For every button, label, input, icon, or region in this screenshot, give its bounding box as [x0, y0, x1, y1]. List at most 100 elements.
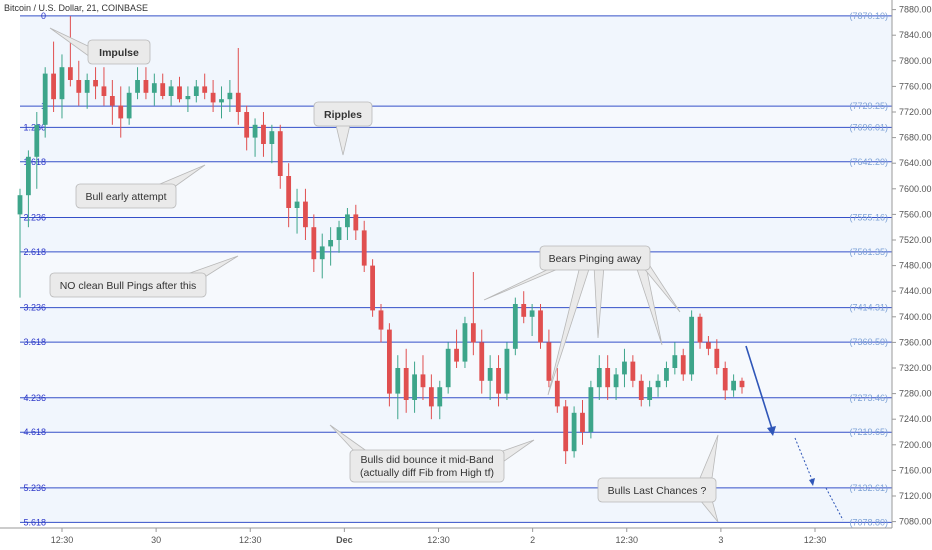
- fib-band: [20, 15, 892, 107]
- candle-body: [277, 131, 283, 176]
- fib-bands: [20, 15, 892, 523]
- candle-body: [470, 323, 476, 343]
- candle-body: [353, 214, 359, 231]
- candle-body: [596, 368, 602, 388]
- callout-no-clean[interactable]: NO clean Bull Pings after this: [49, 255, 239, 298]
- fib-level-label: 5.236: [23, 483, 46, 493]
- callout-bulls-bounce[interactable]: Bulls did bounce it mid-Band (actually d…: [329, 424, 535, 483]
- price-tick-label: 7520.00: [899, 235, 932, 245]
- price-tick-label: 7800.00: [899, 56, 932, 66]
- candle-body: [739, 380, 745, 388]
- candle-body: [580, 412, 585, 432]
- candle-body: [529, 310, 535, 317]
- fib-price-label: (7414.31): [849, 303, 888, 313]
- forecast-dotted-head-1: [809, 478, 815, 486]
- candle-body: [420, 374, 426, 388]
- candle-body: [269, 131, 275, 144]
- time-axis[interactable]: 12:30 30 12:30 Dec 12:30 2 12:30 3 12:30: [0, 527, 932, 550]
- callout-bears[interactable]: Bears Pinging away: [483, 245, 681, 396]
- callout-bull-early-text: Bull early attempt: [85, 191, 166, 203]
- annotations: Impulse Ripples Bull early attempt NO cl…: [49, 27, 844, 523]
- candle-body: [412, 374, 417, 400]
- candle-body: [546, 342, 552, 381]
- candle-body: [613, 374, 619, 388]
- fib-band: [20, 217, 892, 252]
- fib-level-label: 0: [41, 11, 46, 21]
- candle-body: [462, 323, 468, 362]
- time-tick-label: 12:30: [804, 535, 827, 545]
- price-tick-label: 7840.00: [899, 30, 932, 40]
- candle-body: [34, 124, 40, 157]
- candles: [17, 16, 745, 464]
- callout-bears-box: [539, 245, 651, 271]
- fib-level-label: 5.618: [23, 517, 46, 527]
- candle-body: [437, 387, 443, 407]
- candle-body: [622, 361, 627, 375]
- time-tick-label: 12:30: [615, 535, 638, 545]
- callout-ripples[interactable]: Ripples: [313, 101, 373, 156]
- candle-body: [252, 124, 258, 138]
- candle-body: [42, 73, 48, 125]
- fib-price-label: (7078.80): [849, 517, 888, 527]
- candle-body: [202, 86, 208, 93]
- price-tick-label: 7560.00: [899, 209, 932, 219]
- callout-bulls-bounce-text-2: (actually diff Fib from High tf): [360, 467, 494, 479]
- candle-body: [76, 80, 82, 93]
- candle-body: [454, 348, 459, 362]
- fib-price-label: (7696.01): [849, 122, 888, 132]
- candle-body: [118, 105, 124, 119]
- price-tick-label: 7240.00: [899, 414, 932, 424]
- fib-band: [20, 397, 892, 433]
- callout-ripples-box: [313, 101, 373, 127]
- candle-body: [554, 380, 560, 407]
- forecast-arrow-line: [745, 345, 774, 433]
- callout-impulse[interactable]: Impulse: [49, 27, 151, 65]
- candle-body: [51, 73, 56, 100]
- candle-body: [193, 86, 199, 96]
- candle-body: [538, 310, 543, 343]
- candle-body: [370, 265, 376, 311]
- candle-body: [328, 240, 334, 247]
- candle-body: [109, 96, 115, 106]
- price-tick-label: 7120.00: [899, 491, 932, 501]
- price-tick-label: 7160.00: [899, 465, 932, 475]
- callout-bull-early[interactable]: Bull early attempt: [75, 164, 206, 209]
- callout-ripples-text: Ripples: [324, 109, 362, 121]
- price-tick-label: 7080.00: [899, 517, 932, 527]
- candle-body: [59, 67, 65, 100]
- candle-body: [647, 387, 653, 400]
- price-tick-label: 7320.00: [899, 363, 932, 373]
- fib-price-label: (7642.20): [849, 157, 888, 167]
- fib-price-label: (7360.50): [849, 337, 888, 347]
- callout-impulse-box: [87, 39, 151, 65]
- fib-band: [20, 127, 892, 162]
- candle-body: [244, 112, 250, 138]
- chart-title: Bitcoin / U.S. Dollar, 21, COINBASE: [4, 3, 148, 13]
- candle-body: [67, 67, 73, 80]
- candle-body: [378, 310, 384, 330]
- time-tick-label: 12:30: [51, 535, 74, 545]
- fib-level-label: 4.618: [23, 427, 46, 437]
- price-axis[interactable]: 7880.00 7840.00 7800.00 7760.00 7720.00 7680.…: [891, 0, 932, 528]
- time-tick-label: 2: [530, 535, 535, 545]
- callout-bull-early-box: [75, 183, 177, 209]
- callout-bulls-last[interactable]: Bulls Last Chances ?: [597, 434, 719, 523]
- candle-body: [689, 316, 695, 375]
- candle-body: [210, 92, 216, 103]
- fib-price-label: (7132.61): [849, 483, 888, 493]
- candle-body: [135, 80, 140, 93]
- candle-body: [227, 92, 233, 100]
- price-tick-label: 7640.00: [899, 158, 932, 168]
- price-tick-label: 7600.00: [899, 184, 932, 194]
- callout-bulls-last-box: [597, 477, 717, 503]
- time-tick-label: 3: [718, 535, 723, 545]
- callout-bears-text: Bears Pinging away: [549, 253, 643, 265]
- candle-body: [386, 329, 392, 394]
- time-tick-label: 12:30: [239, 535, 262, 545]
- candle-body: [672, 355, 678, 368]
- candle-body: [294, 201, 300, 208]
- candle-body: [303, 201, 308, 228]
- fib-level-label: 2.236: [23, 212, 46, 222]
- candle-body: [143, 80, 149, 93]
